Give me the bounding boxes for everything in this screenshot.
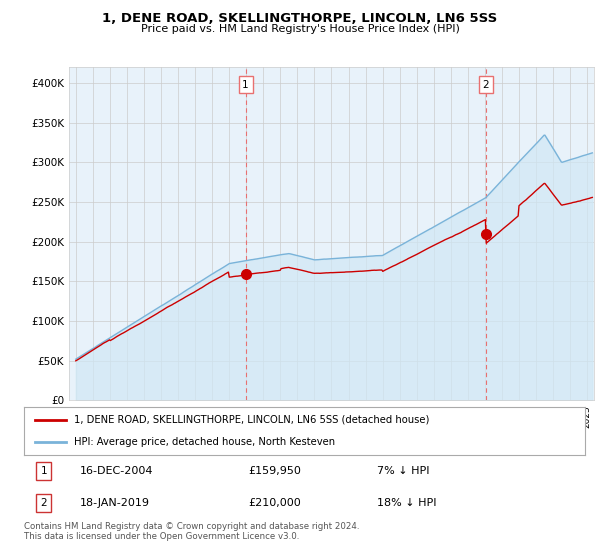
Text: 7% ↓ HPI: 7% ↓ HPI [377, 466, 430, 477]
Text: 1: 1 [242, 80, 249, 90]
Text: 1, DENE ROAD, SKELLINGTHORPE, LINCOLN, LN6 5SS: 1, DENE ROAD, SKELLINGTHORPE, LINCOLN, L… [103, 12, 497, 25]
Text: £210,000: £210,000 [248, 498, 301, 508]
Text: 18% ↓ HPI: 18% ↓ HPI [377, 498, 437, 508]
Text: 16-DEC-2004: 16-DEC-2004 [80, 466, 154, 477]
Text: 2: 2 [40, 498, 47, 508]
Text: Price paid vs. HM Land Registry's House Price Index (HPI): Price paid vs. HM Land Registry's House … [140, 24, 460, 34]
Text: 2: 2 [482, 80, 489, 90]
Text: 1, DENE ROAD, SKELLINGTHORPE, LINCOLN, LN6 5SS (detached house): 1, DENE ROAD, SKELLINGTHORPE, LINCOLN, L… [74, 415, 430, 425]
Text: HPI: Average price, detached house, North Kesteven: HPI: Average price, detached house, Nort… [74, 437, 335, 447]
Text: 18-JAN-2019: 18-JAN-2019 [80, 498, 150, 508]
Text: Contains HM Land Registry data © Crown copyright and database right 2024.
This d: Contains HM Land Registry data © Crown c… [24, 522, 359, 542]
Text: £159,950: £159,950 [248, 466, 301, 477]
Text: 1: 1 [40, 466, 47, 477]
